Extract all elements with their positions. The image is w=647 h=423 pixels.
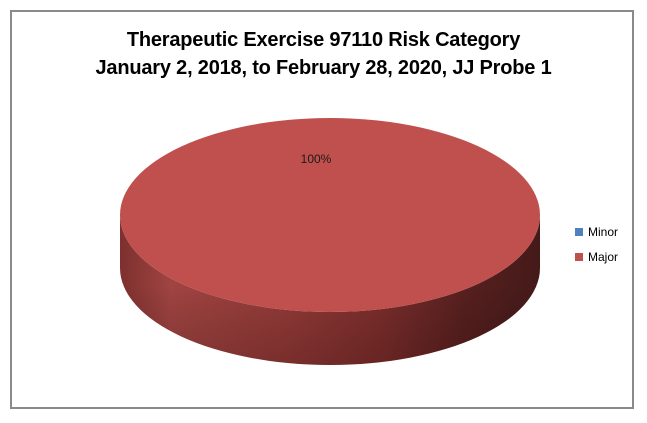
legend-item-minor[interactable]: Minor xyxy=(575,225,618,239)
pie-data-label: 100% xyxy=(301,152,332,166)
chart-legend: Minor Major xyxy=(575,225,618,264)
legend-item-major[interactable]: Major xyxy=(575,250,618,264)
pie-slice-major-top[interactable] xyxy=(120,118,540,312)
chart-title: Therapeutic Exercise 97110 Risk Category… xyxy=(0,26,647,82)
legend-label-major: Major xyxy=(588,250,619,264)
chart-title-line2: January 2, 2018, to February 28, 2020, J… xyxy=(95,57,552,79)
pie-side-shading-overlay xyxy=(120,215,540,365)
legend-label-minor: Minor xyxy=(588,225,619,239)
chart-title-line1: Therapeutic Exercise 97110 Risk Category xyxy=(126,29,521,51)
legend-swatch-major-icon xyxy=(575,253,583,261)
legend-swatch-minor-icon xyxy=(575,228,583,236)
